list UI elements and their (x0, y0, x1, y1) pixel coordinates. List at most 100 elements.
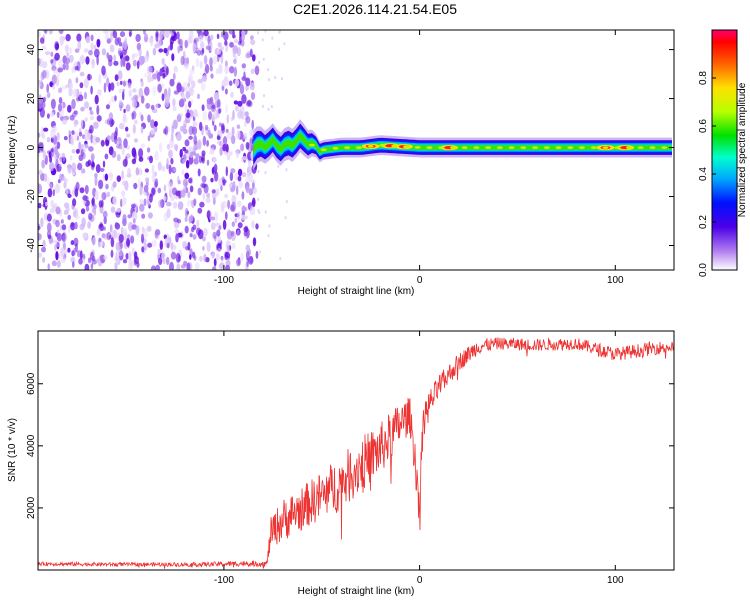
noise-dot (94, 48, 100, 58)
noise-dot (237, 175, 242, 182)
noise-dot (120, 57, 124, 68)
noise-dot (159, 68, 163, 77)
band-core (414, 146, 421, 149)
noise-dot (60, 247, 65, 258)
noise-dot (210, 34, 214, 41)
noise-dot (71, 162, 77, 173)
noise-dot (210, 177, 214, 183)
noise-dot (65, 44, 69, 53)
noise-dot (237, 100, 243, 107)
noise-dot (81, 168, 86, 174)
noise-dot (63, 242, 66, 250)
noise-dot (140, 114, 144, 122)
noise-dot (44, 30, 48, 35)
noise-dot (146, 147, 151, 153)
noise-dot (93, 44, 97, 50)
noise-dot (185, 91, 191, 99)
signal-band-layer (253, 128, 673, 159)
noise-dot (193, 158, 199, 165)
band-core (309, 143, 315, 147)
noise-dot (46, 213, 52, 222)
noise-dot (74, 65, 79, 71)
noise-dot (216, 98, 221, 109)
noise-dot (88, 106, 92, 111)
noise-dot (82, 148, 86, 153)
noise-dot (38, 233, 42, 241)
noise-dot (38, 202, 42, 209)
noise-dot (200, 82, 206, 92)
band-core (532, 146, 539, 150)
noise-dot (188, 135, 193, 140)
noise-dot (132, 88, 137, 93)
noise-dot (58, 97, 63, 104)
noise-dot (67, 104, 72, 113)
noise-dot (108, 59, 113, 67)
noise-dot (214, 211, 219, 222)
noise-dot (90, 42, 94, 51)
noise-dot (224, 65, 229, 74)
noise-dot (189, 68, 195, 75)
noise-dot (124, 180, 129, 191)
band-core (332, 146, 339, 150)
band-core (649, 146, 656, 150)
noise-dot (199, 121, 203, 131)
noise-dot (213, 124, 217, 132)
noise-dot (50, 98, 56, 110)
noise-dot (232, 109, 235, 121)
noise-dot (156, 72, 161, 82)
noise-dot (87, 73, 91, 81)
noise-dot (231, 201, 237, 212)
noise-dot (151, 239, 157, 248)
noise-dot (243, 120, 247, 128)
noise-dot (172, 106, 177, 112)
noise-dot (184, 217, 188, 222)
noise-dot (85, 161, 90, 168)
noise-dot (74, 110, 79, 116)
snr-plot-area (38, 331, 674, 570)
noise-dot (55, 43, 60, 50)
noise-dot (61, 117, 68, 125)
noise-dot (163, 195, 167, 202)
noise-dot (82, 232, 88, 239)
noise-dot (278, 30, 281, 34)
noise-dot (226, 245, 231, 253)
noise-dot (71, 98, 76, 110)
noise-dot (40, 71, 45, 81)
noise-dot (234, 78, 240, 87)
noise-dot (110, 206, 116, 213)
noise-dot (96, 115, 102, 122)
noise-dot (110, 249, 114, 258)
x-tick-label: 100 (607, 575, 624, 586)
y-tick-label: 0 (26, 144, 37, 150)
noise-dot (84, 128, 89, 135)
noise-dot (226, 114, 230, 124)
noise-dot (65, 189, 68, 196)
noise-dot (50, 148, 54, 153)
noise-dot (81, 222, 85, 229)
noise-dot (51, 74, 58, 85)
noise-dot (202, 246, 205, 251)
noise-dot (75, 214, 80, 220)
band-core (626, 146, 632, 150)
noise-dot (233, 58, 237, 64)
noise-dot (55, 219, 60, 228)
noise-dot (143, 243, 148, 251)
noise-dot (206, 159, 210, 166)
noise-dot (154, 181, 158, 189)
noise-dot (154, 150, 159, 161)
noise-dot (198, 155, 203, 164)
noise-dot (175, 233, 179, 243)
noise-dot (158, 199, 163, 208)
noise-dot (104, 119, 109, 125)
noise-dot (184, 225, 189, 234)
noise-dot (140, 143, 146, 148)
noise-dot (216, 188, 220, 197)
noise-dot (234, 105, 239, 112)
noise-dot (184, 87, 190, 93)
noise-dot (239, 84, 245, 95)
noise-dot (104, 153, 109, 160)
noise-dot (116, 140, 119, 149)
noise-dot (56, 141, 61, 150)
noise-dot (277, 164, 280, 168)
noise-dot (164, 30, 170, 38)
